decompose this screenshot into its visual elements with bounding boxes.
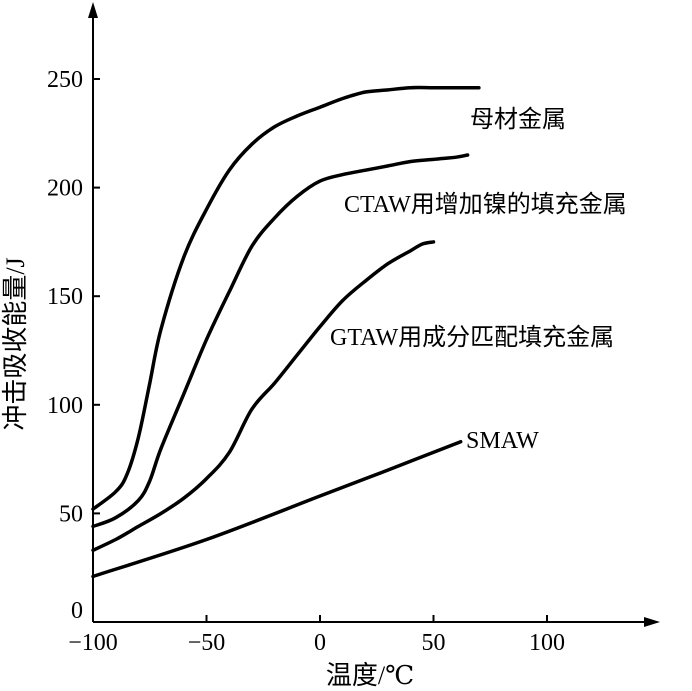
y-axis-title: 冲击吸收能量/J xyxy=(1,257,30,430)
labels: 母材金属 CTAW用增加镍的填充金属 GTAW用成分匹配填充金属 SMAW 温度… xyxy=(1,106,627,690)
y-axis-arrow xyxy=(88,2,98,18)
y-tick-label: 150 xyxy=(47,284,83,310)
series-label-gtaw-matched: GTAW用成分匹配填充金属 xyxy=(330,324,614,351)
x-tick-label: −100 xyxy=(68,630,118,656)
x-tick-label: 100 xyxy=(529,630,565,656)
series-line-ctaw-nickel xyxy=(91,153,470,529)
series-group xyxy=(91,85,481,579)
x-tick-label: 0 xyxy=(314,630,326,656)
y-tick-label: 200 xyxy=(47,176,83,202)
y-tick-label: 50 xyxy=(59,501,83,527)
ticks: −100 −50 0 50 100 0 50 100 150 200 250 xyxy=(47,67,565,656)
x-tick-label: −50 xyxy=(188,630,226,656)
x-axis-arrow xyxy=(644,617,660,627)
series-label-smaw: SMAW xyxy=(466,428,539,454)
y-tick-label: 0 xyxy=(71,598,83,624)
series-label-ctaw-nickel: CTAW用增加镍的填充金属 xyxy=(344,191,627,218)
x-axis-title: 温度/℃ xyxy=(326,661,414,690)
x-tick-label: 50 xyxy=(422,630,446,656)
series-line-smaw xyxy=(91,439,463,579)
series-label-base-metal: 母材金属 xyxy=(470,106,566,133)
series-line-gtaw-matched xyxy=(91,240,436,553)
y-tick-label: 100 xyxy=(47,393,83,419)
axes xyxy=(88,2,660,627)
series-line-base-metal xyxy=(91,85,481,511)
y-tick-label: 250 xyxy=(47,67,83,93)
